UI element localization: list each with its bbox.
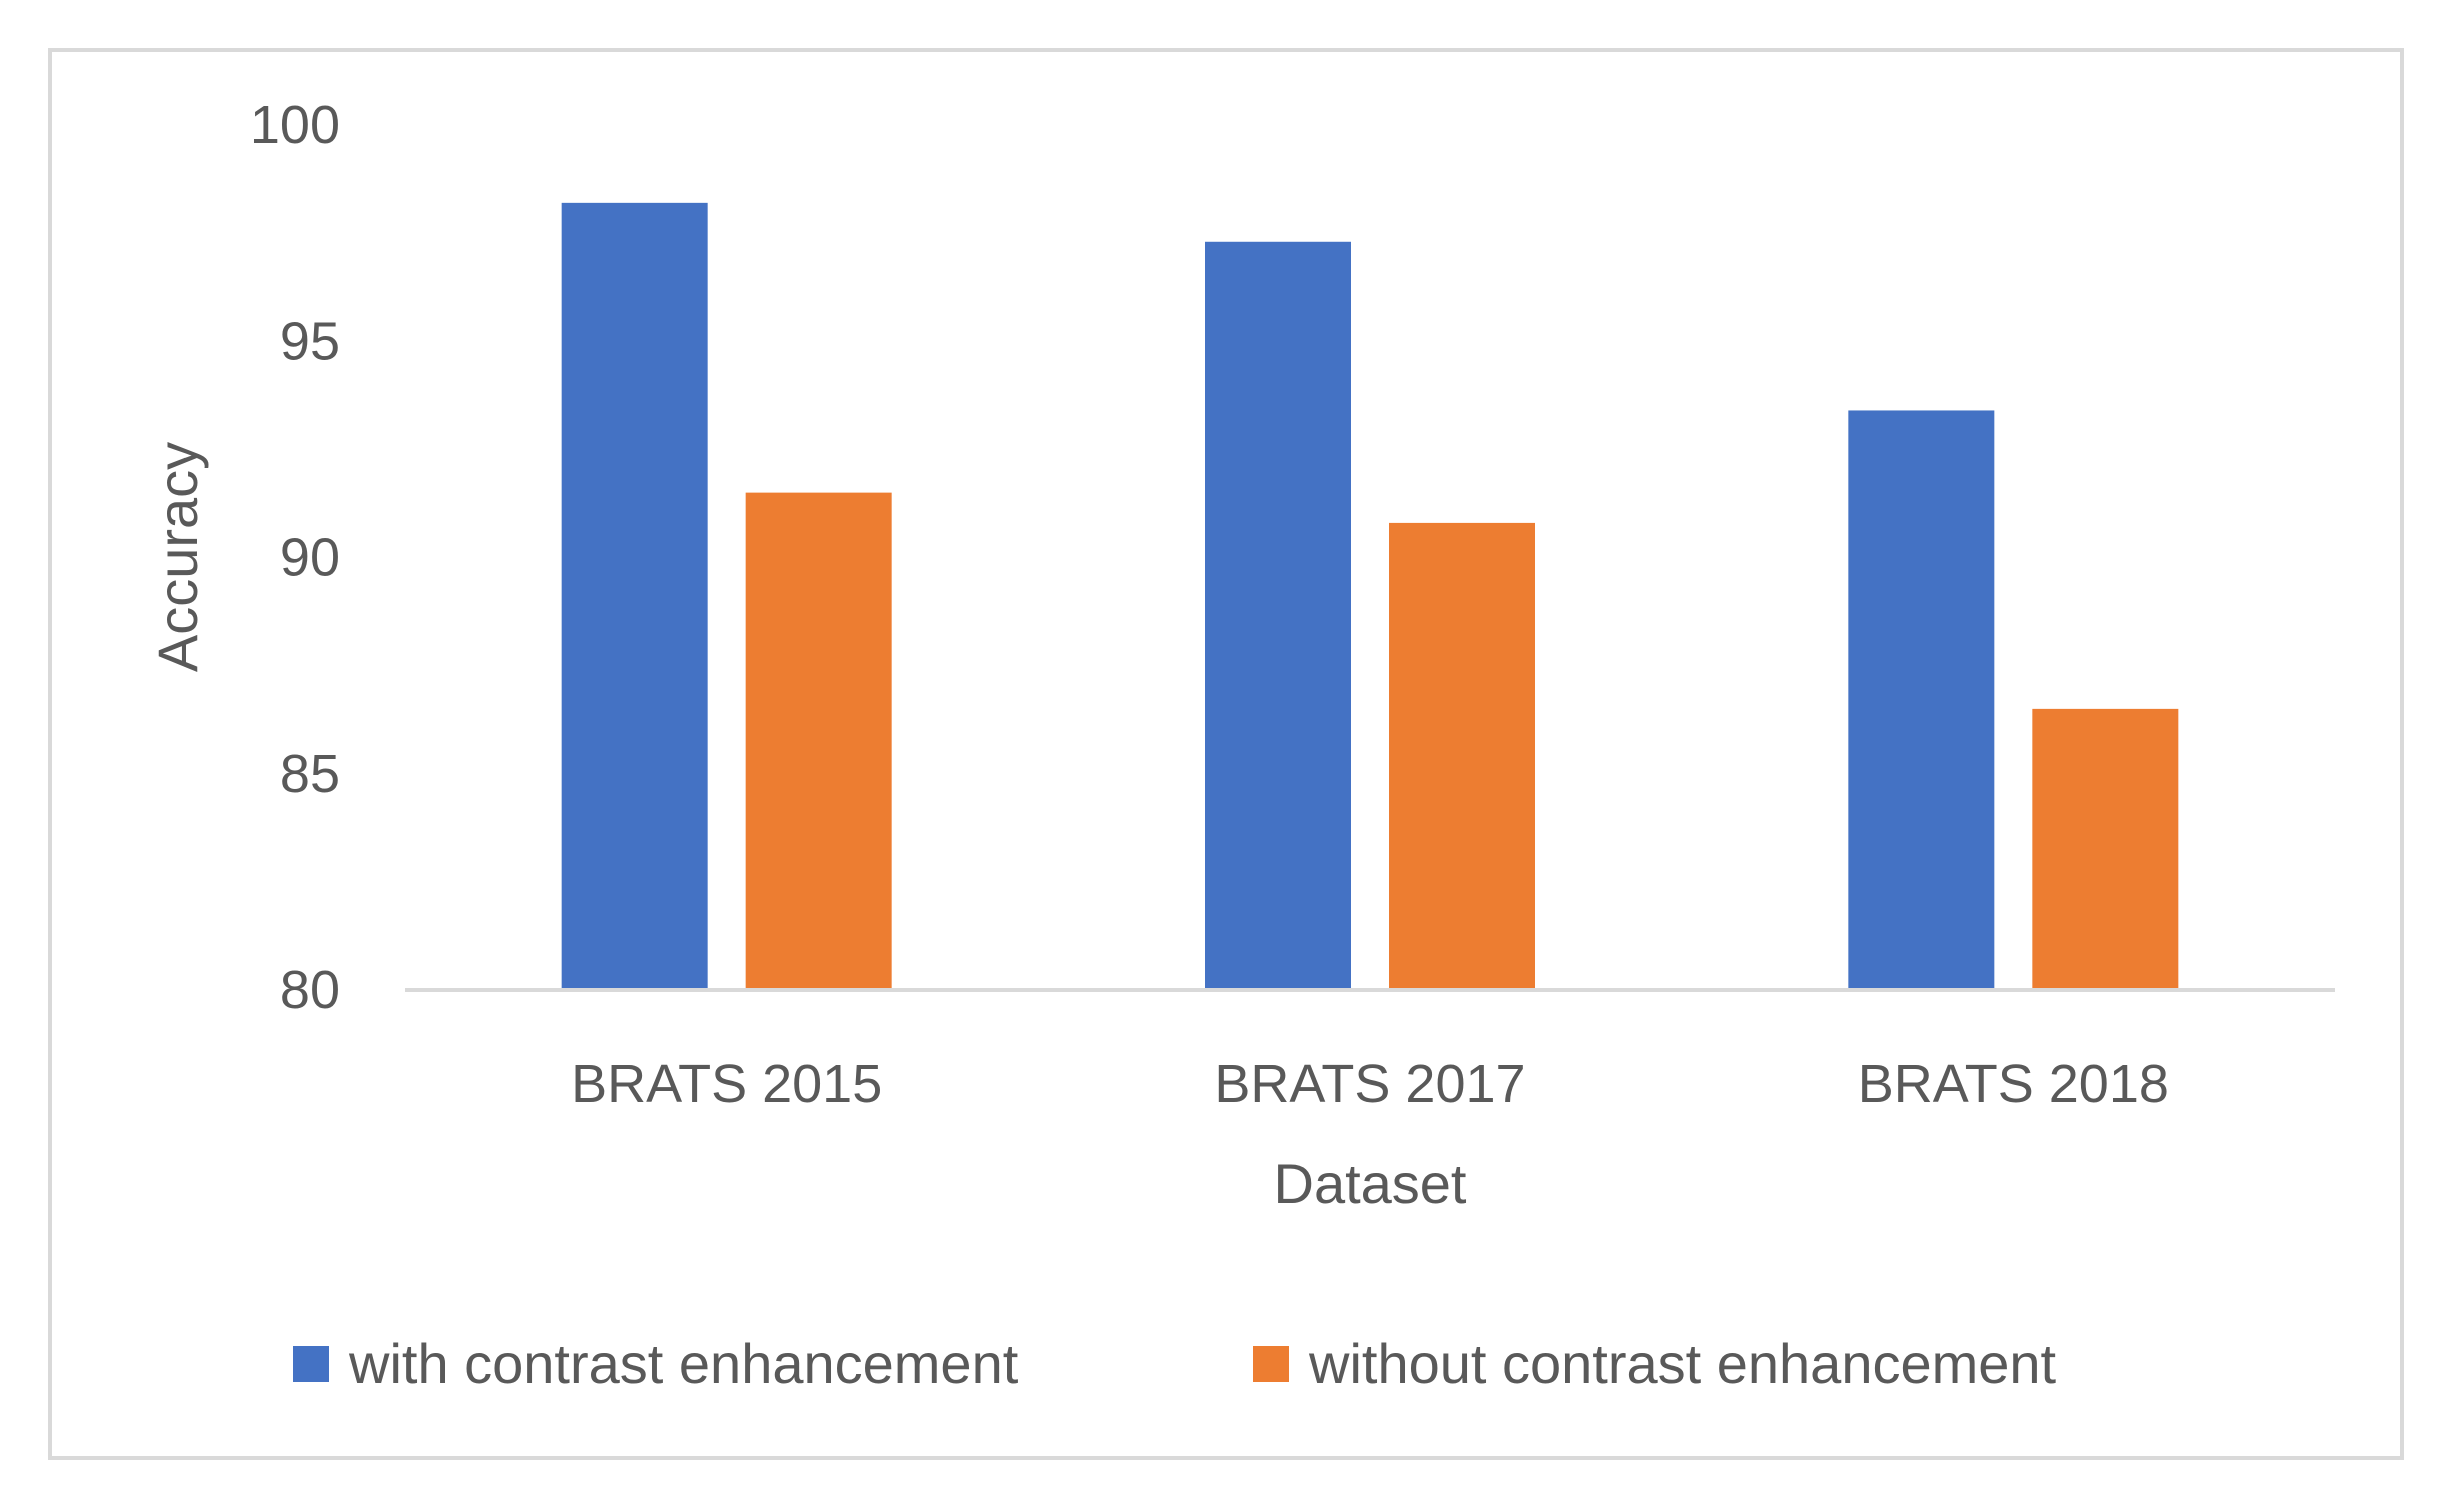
x-tick-label: BRATS 2017: [1214, 1054, 1525, 1114]
legend-swatch: [1253, 1346, 1289, 1382]
y-axis-title: Accuracy: [146, 442, 209, 672]
x-axis-title: Dataset: [1274, 1152, 1467, 1215]
x-tick-label: BRATS 2015: [571, 1054, 882, 1114]
bar-without-contrast-2: [1389, 522, 1535, 990]
y-tick-label: 95: [280, 311, 340, 371]
bar-without-contrast-3: [2032, 708, 2179, 990]
x-axis-ticks: BRATS 2015 BRATS 2017 BRATS 2018: [571, 1054, 2169, 1114]
bar-with-contrast-2: [1205, 241, 1351, 990]
legend: with contrast enhancement without contras…: [293, 1332, 2057, 1395]
y-tick-label: 80: [280, 960, 340, 1020]
bars: [561, 202, 2179, 991]
bar-with-contrast-1: [561, 202, 708, 991]
bar-with-contrast-3: [1848, 410, 1995, 990]
legend-label: without contrast enhancement: [1308, 1332, 2057, 1395]
legend-label: with contrast enhancement: [348, 1332, 1019, 1395]
y-tick-label: 100: [250, 95, 340, 155]
legend-swatch: [293, 1346, 329, 1382]
y-tick-label: 90: [280, 528, 340, 588]
x-tick-label: BRATS 2018: [1858, 1054, 2169, 1114]
bar-without-contrast-1: [745, 492, 892, 990]
y-tick-label: 85: [280, 744, 340, 804]
y-axis-ticks: 80 85 90 95 100: [250, 95, 340, 1020]
